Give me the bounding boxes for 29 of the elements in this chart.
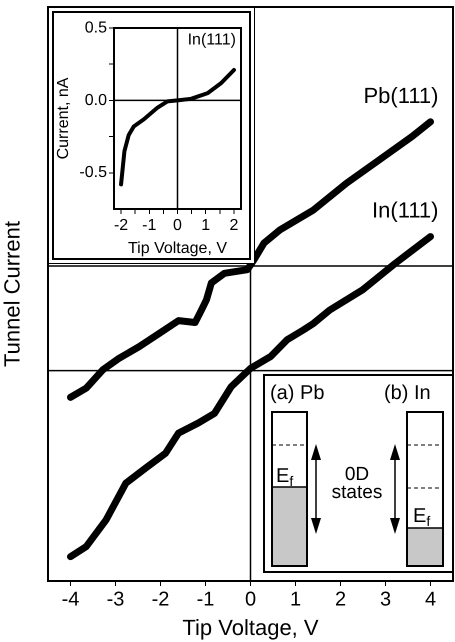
x-tick-label: -1 <box>142 217 156 234</box>
y-tick-label: 0.5 <box>84 19 108 36</box>
y-axis-title: Current, nA <box>55 77 72 160</box>
x-tick-label: -1 <box>196 588 214 611</box>
annotation: 0D states <box>330 464 384 503</box>
y-tick-label: -0.5 <box>79 164 108 182</box>
x-tick-label: 0 <box>244 588 256 611</box>
x-tick-label: -2 <box>152 588 170 611</box>
annotation: (a) Pb <box>270 382 324 404</box>
series-label: In(111) <box>372 198 438 223</box>
series-label: Pb(111) <box>363 82 438 108</box>
x-tick-label: -3 <box>106 588 124 611</box>
annotation: (b) In <box>384 382 431 404</box>
x-tick-label: 2 <box>334 588 346 611</box>
y-axis-title: Tunnel Current <box>0 221 24 367</box>
x-tick-label: 3 <box>380 588 392 611</box>
annotation: E$_{f}$ <box>276 465 294 491</box>
x-tick-label: -4 <box>62 588 80 611</box>
x-tick-label: 4 <box>424 588 436 611</box>
x-tick-label: 1 <box>201 217 210 234</box>
annotation: E$_{f}$ <box>413 505 430 531</box>
series-label: In(111) <box>188 31 236 48</box>
x-axis-title: Tip Voltage, V <box>182 614 319 640</box>
x-tick-label: 1 <box>290 588 302 611</box>
y-tick-label: 0.0 <box>84 92 108 109</box>
x-tick-label: 2 <box>229 217 238 234</box>
x-tick-label: 0 <box>173 217 182 234</box>
x-axis-title: Tip Voltage, V <box>128 240 228 257</box>
x-tick-label: -2 <box>114 217 128 234</box>
